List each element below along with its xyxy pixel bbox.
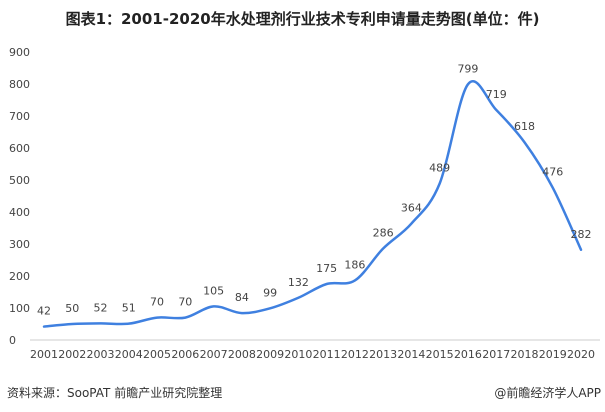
data-label: 42 bbox=[37, 305, 51, 318]
y-tick-label: 400 bbox=[9, 206, 30, 219]
data-label: 364 bbox=[401, 202, 422, 215]
data-label: 282 bbox=[571, 228, 592, 241]
x-tick-label: 2017 bbox=[482, 348, 510, 361]
x-tick-label: 2019 bbox=[539, 348, 567, 361]
x-tick-label: 2006 bbox=[171, 348, 199, 361]
y-tick-label: 500 bbox=[9, 174, 30, 187]
x-tick-label: 2020 bbox=[567, 348, 595, 361]
x-tick-label: 2015 bbox=[426, 348, 454, 361]
data-label: 186 bbox=[344, 258, 365, 271]
series-line bbox=[42, 80, 583, 328]
data-label: 105 bbox=[203, 284, 224, 297]
chart-title: 图表1：2001-2020年水处理剂行业技术专利申请量走势图(单位：件) bbox=[65, 10, 540, 28]
x-tick-label: 2013 bbox=[369, 348, 397, 361]
y-tick-label: 600 bbox=[9, 142, 30, 155]
x-tick-label: 2004 bbox=[115, 348, 143, 361]
data-label: 175 bbox=[316, 262, 337, 275]
y-tick-label: 300 bbox=[9, 238, 30, 251]
y-tick-label: 900 bbox=[9, 46, 30, 59]
data-label: 719 bbox=[486, 88, 507, 101]
x-tick-label: 2010 bbox=[284, 348, 312, 361]
x-tick-label: 2002 bbox=[58, 348, 86, 361]
x-tick-label: 2001 bbox=[30, 348, 58, 361]
y-tick-label: 100 bbox=[9, 302, 30, 315]
x-tick-label: 2016 bbox=[454, 348, 482, 361]
x-tick-label: 2012 bbox=[341, 348, 369, 361]
y-tick-label: 800 bbox=[9, 78, 30, 91]
data-label: 618 bbox=[514, 120, 535, 133]
y-tick-label: 700 bbox=[9, 110, 30, 123]
data-label: 52 bbox=[94, 301, 108, 314]
data-label: 51 bbox=[122, 302, 136, 315]
data-label: 99 bbox=[263, 286, 277, 299]
data-label: 489 bbox=[429, 162, 450, 175]
data-label: 70 bbox=[150, 296, 164, 309]
x-tick-label: 2007 bbox=[200, 348, 228, 361]
x-tick-label: 2009 bbox=[256, 348, 284, 361]
data-label: 84 bbox=[235, 291, 249, 304]
x-tick-label: 2003 bbox=[87, 348, 115, 361]
y-tick-label: 0 bbox=[9, 334, 16, 347]
data-label: 286 bbox=[373, 226, 394, 239]
brand-credit: @前瞻经济学人APP bbox=[494, 386, 601, 400]
x-tick-label: 2018 bbox=[510, 348, 538, 361]
data-label: 476 bbox=[542, 166, 563, 179]
data-label: 799 bbox=[457, 62, 478, 75]
x-tick-label: 2008 bbox=[228, 348, 256, 361]
data-label: 50 bbox=[65, 302, 79, 315]
data-label: 70 bbox=[178, 296, 192, 309]
x-tick-label: 2014 bbox=[397, 348, 425, 361]
x-tick-label: 2005 bbox=[143, 348, 171, 361]
x-tick-label: 2011 bbox=[313, 348, 341, 361]
y-tick-label: 200 bbox=[9, 270, 30, 283]
source-note: 资料来源：SooPAT 前瞻产业研究院整理 bbox=[7, 386, 223, 400]
data-label: 132 bbox=[288, 276, 309, 289]
